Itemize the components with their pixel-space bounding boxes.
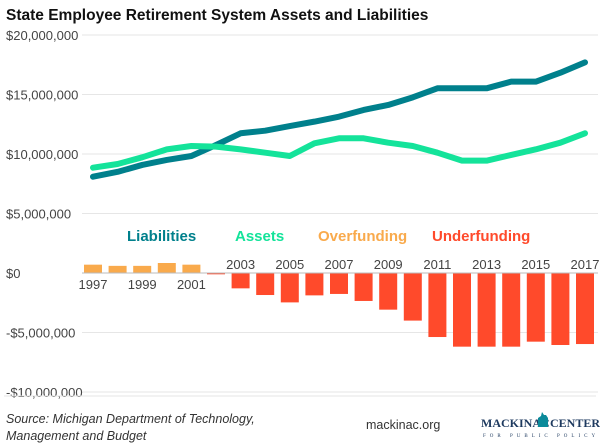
y-axis: $20,000,000 $15,000,000 $10,000,000 $5,000,… xyxy=(6,28,83,400)
x-tick-label: 2017 xyxy=(571,257,600,272)
x-tick-label: 2003 xyxy=(226,257,255,272)
bar-overfunding xyxy=(133,265,152,273)
bar-underfunding xyxy=(305,273,324,296)
legend-overfunding: Overfunding xyxy=(318,228,407,245)
source-line-2: Management and Budget xyxy=(6,429,147,443)
bar-underfunding xyxy=(502,273,521,347)
bar-overfunding xyxy=(157,263,176,273)
bar-overfunding xyxy=(84,264,102,273)
line-assets xyxy=(90,130,588,171)
bar-underfunding xyxy=(231,273,250,289)
x-tick-label: 1999 xyxy=(128,277,157,292)
legend-liabilities: Liabilities xyxy=(127,228,196,245)
bar-underfunding xyxy=(280,273,299,303)
bar-underfunding xyxy=(477,273,496,347)
y-tick-label: -$10,000,000 xyxy=(6,385,83,400)
y-tick-label: $10,000,000 xyxy=(6,147,78,162)
legend: Liabilities Assets Overfunding Underfund… xyxy=(127,228,530,245)
chart-title: State Employee Retirement System Assets … xyxy=(6,7,428,24)
mackinac-logo: MACKINAC CENTER FOR PUBLIC POLICY xyxy=(481,412,600,439)
x-axis: 1997 1999 2001 2003 2005 2007 2009 2011 2013 2015… xyxy=(79,257,600,292)
lines xyxy=(90,59,588,180)
bar-underfunding xyxy=(453,273,471,347)
bar-underfunding xyxy=(256,273,275,296)
bar-underfunding xyxy=(428,273,447,338)
legend-assets: Assets xyxy=(235,228,284,245)
gridlines xyxy=(82,34,598,393)
bar-overfunding xyxy=(108,265,127,273)
x-tick-label: 2009 xyxy=(374,257,403,272)
x-tick-label: 2015 xyxy=(521,257,550,272)
y-tick-label: $20,000,000 xyxy=(6,28,78,43)
x-tick-label: 2011 xyxy=(423,257,451,272)
bar-underfunding xyxy=(526,273,545,342)
bar-underfunding xyxy=(403,273,422,321)
x-tick-label: 2001 xyxy=(177,277,206,292)
bar-underfunding xyxy=(330,273,348,294)
y-tick-label: $15,000,000 xyxy=(6,88,78,103)
y-tick-label: $5,000,000 xyxy=(6,207,71,222)
x-tick-label: 2005 xyxy=(275,257,304,272)
logo-text: MACKINAC xyxy=(481,416,550,430)
bar-underfunding xyxy=(207,273,225,275)
michigan-icon xyxy=(538,412,548,427)
bar-overfunding xyxy=(182,264,201,273)
x-tick-label: 1997 xyxy=(79,277,108,292)
site-link[interactable]: mackinac.org xyxy=(366,418,440,432)
source-line-1: Source: Michigan Department of Technolog… xyxy=(6,412,255,426)
svg-text:CENTER: CENTER xyxy=(550,416,600,430)
bar-underfunding xyxy=(354,273,373,301)
line-liabilities xyxy=(90,59,588,180)
y-tick-label: -$5,000,000 xyxy=(6,326,75,341)
logo-subtext: FOR PUBLIC POLICY xyxy=(483,434,599,439)
x-tick-label: 2013 xyxy=(472,257,501,272)
bar-underfunding xyxy=(551,273,570,345)
bar-underfunding xyxy=(379,273,398,310)
x-tick-label: 2007 xyxy=(325,257,354,272)
bars xyxy=(84,263,594,347)
y-tick-label: $0 xyxy=(6,266,20,281)
legend-underfunding: Underfunding xyxy=(432,228,530,245)
bar-underfunding xyxy=(576,273,594,345)
